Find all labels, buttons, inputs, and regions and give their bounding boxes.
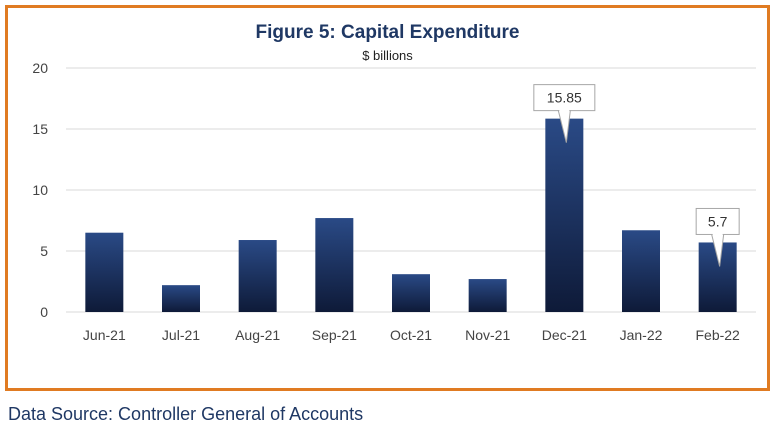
bar-oct-21 bbox=[392, 274, 430, 312]
x-tick-label: Oct-21 bbox=[390, 327, 432, 343]
x-tick-label: Jan-22 bbox=[620, 327, 663, 343]
x-tick-label: Jul-21 bbox=[162, 327, 200, 343]
x-tick-label: Sep-21 bbox=[312, 327, 357, 343]
x-tick-label: Feb-22 bbox=[695, 327, 740, 343]
data-label-dec-21: 15.85 bbox=[533, 84, 596, 143]
y-tick-label: 20 bbox=[32, 60, 48, 76]
y-tick-label: 15 bbox=[32, 121, 48, 137]
bar-jun-21 bbox=[85, 232, 124, 312]
bar-jan-22 bbox=[622, 230, 660, 312]
x-axis-ticks: Jun-21 Jul-21 Aug-21 Sep-21 Oct-21 Nov-21 Dec-… bbox=[83, 327, 740, 343]
data-source-note: Data Source: Controller General of Accou… bbox=[8, 404, 364, 424]
y-tick-label: 5 bbox=[40, 243, 48, 259]
bar-dec-21 bbox=[545, 118, 584, 312]
x-tick-label: Jun-21 bbox=[83, 327, 126, 343]
svg-text:15.85: 15.85 bbox=[547, 90, 582, 106]
data-labels: 15.85 5.7 bbox=[533, 84, 740, 267]
chart-title: Figure 5: Capital Expenditure bbox=[255, 22, 520, 43]
x-tick-label: Nov-21 bbox=[465, 327, 510, 343]
data-label-feb-22: 5.7 bbox=[695, 207, 740, 267]
chart-frame: Figure 5: Capital Expenditure $ billions… bbox=[5, 5, 770, 391]
bar-nov-21 bbox=[468, 279, 507, 312]
bar-chart: 0 5 10 15 20 Jun-21 Jul-21 Aug-21 Sep-21 Oct-21 N… bbox=[32, 60, 756, 343]
svg-text:5.7: 5.7 bbox=[708, 213, 728, 229]
y-tick-label: 10 bbox=[32, 182, 48, 198]
y-axis-ticks: 0 5 10 15 20 bbox=[32, 60, 48, 320]
bar-sep-21 bbox=[315, 218, 354, 312]
x-tick-label: Aug-21 bbox=[235, 327, 280, 343]
y-tick-label: 0 bbox=[40, 304, 48, 320]
chart-subtitle: $ billions bbox=[362, 48, 413, 63]
x-tick-label: Dec-21 bbox=[542, 327, 587, 343]
bar-jul-21 bbox=[162, 285, 200, 312]
bar-aug-21 bbox=[238, 240, 277, 312]
bars bbox=[85, 118, 737, 312]
